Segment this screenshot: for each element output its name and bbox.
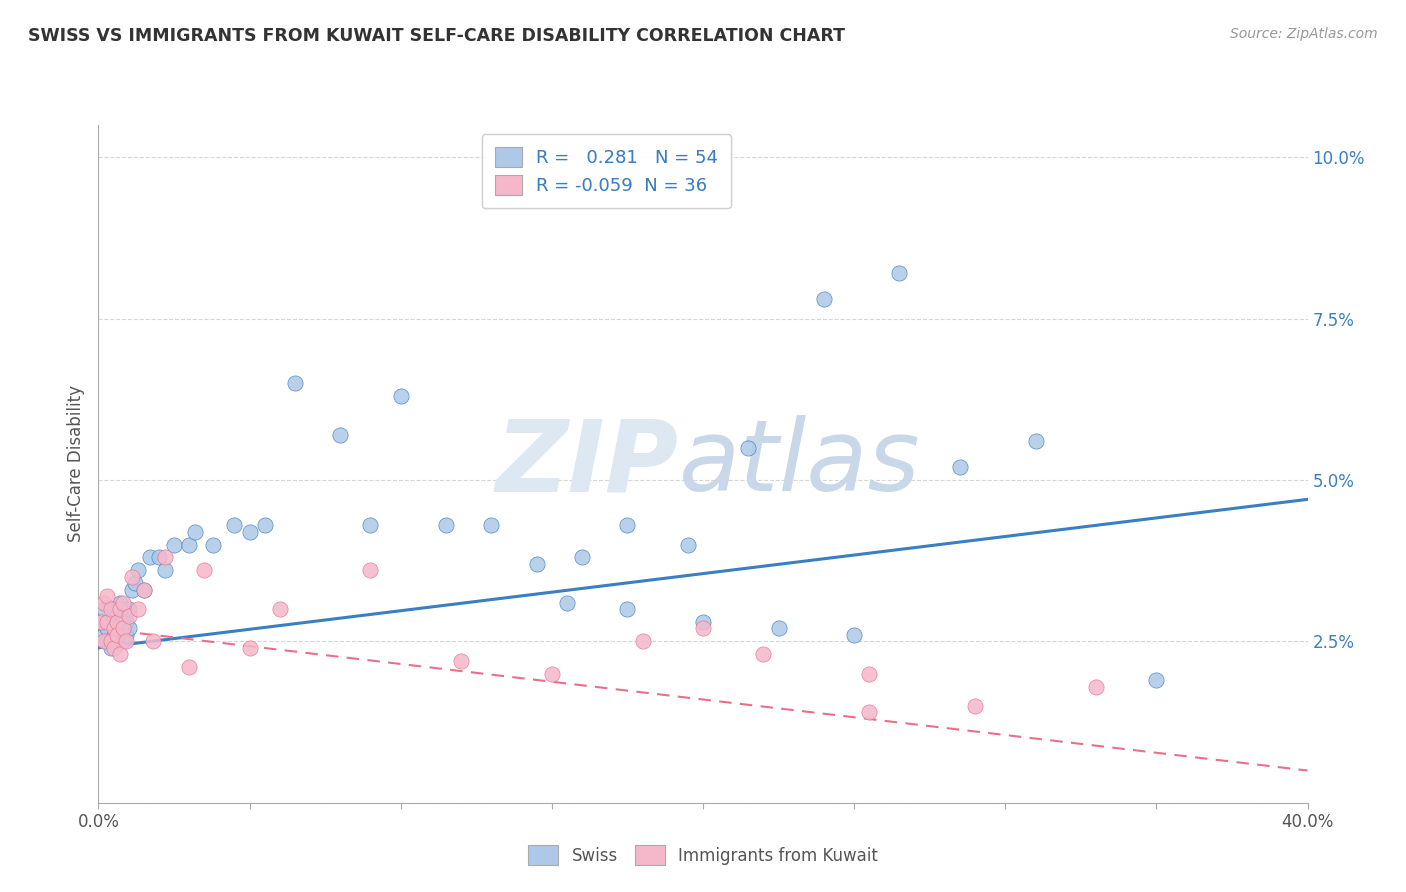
Text: ZIP: ZIP (496, 416, 679, 512)
Point (118, 608, 141, 623)
Point (108, 648, 131, 662)
Point (100, 615, 122, 629)
Point (114, 628, 136, 642)
Point (224, 518, 246, 533)
Point (284, 376, 307, 391)
Point (96, 634, 118, 648)
Point (148, 550, 170, 565)
Point (139, 550, 162, 565)
Point (132, 582, 155, 597)
Legend: Swiss, Immigrants from Kuwait: Swiss, Immigrants from Kuwait (519, 836, 887, 875)
Point (105, 628, 128, 642)
Point (949, 460, 972, 475)
Legend: R =   0.281   N = 54, R = -0.059  N = 36: R = 0.281 N = 54, R = -0.059 N = 36 (482, 134, 731, 208)
Point (163, 537, 186, 551)
Point (571, 550, 593, 565)
Point (100, 640, 122, 655)
Point (692, 622, 714, 636)
Point (93, 634, 115, 648)
Text: atlas: atlas (679, 416, 921, 512)
Text: Source: ZipAtlas.com: Source: ZipAtlas.com (1230, 27, 1378, 41)
Point (193, 563, 215, 577)
Point (965, 698, 987, 713)
Point (100, 602, 122, 616)
Point (127, 563, 149, 577)
Point (111, 608, 134, 623)
Point (752, 648, 775, 662)
Point (114, 634, 136, 648)
Point (844, 628, 866, 642)
Point (329, 427, 352, 442)
Point (858, 666, 880, 681)
Point (450, 654, 472, 668)
Y-axis label: Self-Care Disability: Self-Care Disability (66, 385, 84, 542)
Point (111, 596, 134, 610)
Point (631, 634, 654, 648)
Point (114, 615, 136, 629)
Text: SWISS VS IMMIGRANTS FROM KUWAIT SELF-CARE DISABILITY CORRELATION CHART: SWISS VS IMMIGRANTS FROM KUWAIT SELF-CAR… (28, 27, 845, 45)
Point (142, 634, 165, 648)
Point (253, 518, 276, 533)
Point (889, 266, 911, 280)
Point (108, 622, 131, 636)
Point (481, 518, 503, 533)
Point (269, 602, 291, 616)
Point (118, 602, 141, 616)
Point (103, 602, 125, 616)
Point (360, 518, 382, 533)
Point (813, 292, 835, 306)
Point (737, 441, 759, 455)
Point (90, 615, 112, 629)
Point (108, 602, 131, 616)
Point (103, 622, 125, 636)
Point (103, 640, 125, 655)
Point (360, 563, 382, 577)
Point (132, 582, 155, 597)
Point (177, 537, 201, 551)
Point (127, 602, 149, 616)
Point (526, 557, 548, 571)
Point (108, 596, 131, 610)
Point (555, 596, 578, 610)
Point (124, 576, 146, 591)
Point (96, 615, 118, 629)
Point (184, 524, 207, 539)
Point (96, 622, 118, 636)
Point (105, 608, 128, 623)
Point (540, 666, 562, 681)
Point (676, 537, 699, 551)
Point (105, 634, 128, 648)
Point (90, 615, 112, 629)
Point (202, 537, 225, 551)
Point (1024, 434, 1046, 449)
Point (93, 628, 115, 642)
Point (239, 524, 262, 539)
Point (105, 615, 128, 629)
Point (103, 628, 125, 642)
Point (121, 582, 143, 597)
Point (111, 634, 134, 648)
Point (177, 660, 201, 674)
Point (118, 622, 141, 636)
Point (121, 570, 143, 584)
Point (692, 615, 714, 629)
Point (389, 389, 412, 403)
Point (768, 622, 790, 636)
Point (93, 596, 115, 610)
Point (616, 518, 638, 533)
Point (1144, 673, 1167, 687)
Point (100, 634, 122, 648)
Point (616, 602, 638, 616)
Point (153, 563, 176, 577)
Point (434, 518, 457, 533)
Point (1085, 680, 1108, 694)
Point (153, 550, 176, 565)
Point (239, 640, 262, 655)
Point (111, 622, 134, 636)
Point (858, 706, 880, 720)
Point (96, 589, 118, 603)
Point (93, 602, 115, 616)
